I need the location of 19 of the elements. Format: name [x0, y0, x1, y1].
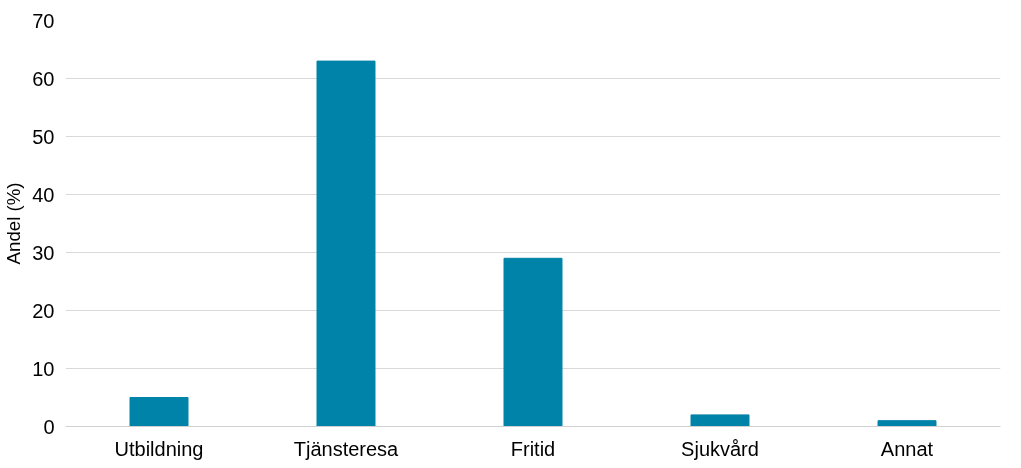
y-tick-label: 30 [32, 241, 55, 264]
x-tick-label: Tjänsteresa [293, 437, 400, 460]
x-tick-label: Annat [880, 437, 934, 460]
x-tick-label: Utbildning [114, 437, 204, 460]
y-tick-label: 70 [32, 9, 55, 32]
bar [503, 257, 563, 427]
y-tick-label: 0 [43, 415, 55, 438]
y-tick-label: 50 [32, 125, 55, 148]
bar [129, 397, 189, 427]
y-tick-label: 60 [32, 67, 55, 90]
bar [316, 60, 376, 427]
bar [877, 420, 937, 427]
bar [690, 414, 750, 427]
y-tick-label: 10 [32, 357, 55, 380]
y-tick-label: 20 [32, 299, 55, 322]
y-tick-label: 40 [32, 183, 55, 206]
x-tick-label: Fritid [510, 437, 556, 460]
y-axis-title: Andel (%) [3, 182, 25, 265]
x-tick-label: Sjukvård [681, 437, 759, 460]
